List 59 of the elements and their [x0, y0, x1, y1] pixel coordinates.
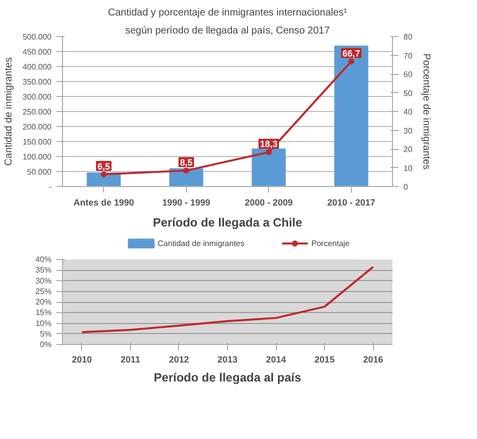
x-axis-title: Período de llegada al país — [154, 370, 302, 384]
y-tick-label: 10% — [35, 318, 52, 328]
chart-title: Cantidad y porcentaje de inmigrantes internacionales¹ — [108, 8, 348, 18]
y-tick-label: 30% — [35, 276, 52, 286]
y-tick-label: 250.000 — [22, 108, 52, 116]
y-tick-label: 35% — [35, 266, 52, 275]
bar — [252, 148, 286, 186]
x-tick-label: 2016 — [363, 354, 384, 364]
y-tick-label: 200.000 — [22, 122, 52, 132]
data-label: 8,5 — [180, 158, 193, 168]
x-tick-label: 2011 — [120, 354, 140, 364]
y-tick-label: 400.000 — [22, 62, 52, 72]
x-tick-label: 2014 — [266, 354, 286, 364]
y-tick-label: - — [48, 182, 52, 192]
y2-tick-label: 30 — [404, 126, 413, 136]
legend-label: Porcentaje — [311, 239, 350, 248]
y-tick-label: 25% — [35, 286, 52, 296]
y-tick-label: 50.000 — [27, 168, 52, 176]
y-tick-label: 40% — [35, 255, 52, 264]
y2-tick-label: 40 — [404, 108, 413, 116]
x-axis-title: Período de llegada a Chile — [152, 216, 303, 230]
y-tick-label: 150.000 — [22, 138, 52, 146]
y2-tick-label: 10 — [404, 164, 413, 173]
line-series — [80, 266, 374, 334]
bar — [334, 46, 368, 186]
x-tick-label: 2013 — [217, 354, 238, 364]
point — [266, 149, 272, 156]
y2-tick-label: 60 — [404, 70, 413, 79]
data-label: 66,7 — [342, 48, 360, 58]
y2-axis-title: Porcentaje de inmigrantes — [420, 53, 432, 170]
y-tick-label: 5% — [40, 329, 52, 338]
y-axis-title: Cantidad de inmigrantes — [4, 57, 15, 166]
x-tick-label: Antes de 1990 — [73, 198, 134, 208]
y-tick-label: 300.000 — [22, 92, 52, 102]
legend-label: Cantidad de inmigrantes — [158, 239, 244, 248]
y-tick-label: 100.000 — [22, 152, 52, 162]
y-tick-label: 0% — [40, 340, 52, 349]
x-tick-label: 2010 — [72, 354, 92, 364]
y2-tick-label: 50 — [404, 88, 413, 98]
x-tick-label: 2015 — [314, 354, 335, 364]
data-label: 6,5 — [97, 161, 110, 172]
y-tick-label: 500.000 — [22, 32, 52, 42]
data-label: 18,3 — [260, 139, 278, 150]
y-tick-label: 15% — [35, 308, 52, 318]
x-tick-label: 2012 — [168, 354, 189, 364]
point — [100, 171, 107, 178]
x-tick-label: 1990 - 1999 — [162, 198, 210, 208]
x-tick-label: 2000 - 2009 — [244, 198, 293, 208]
y-tick-label: 450.000 — [22, 48, 52, 56]
chart-subtitle: según período de llegada al país, Censo 2017 — [125, 26, 330, 36]
y2-tick-label: 20 — [404, 145, 413, 154]
y-tick-label: 350.000 — [22, 78, 52, 86]
y-tick-label: 20% — [35, 298, 52, 306]
point — [183, 168, 190, 174]
x-tick-label: 2010 - 2017 — [327, 198, 376, 208]
y2-tick-label: 70 — [404, 51, 413, 60]
point — [348, 58, 354, 64]
y2-tick-label: 80 — [404, 32, 413, 42]
y2-tick-label: 0 — [404, 182, 408, 192]
